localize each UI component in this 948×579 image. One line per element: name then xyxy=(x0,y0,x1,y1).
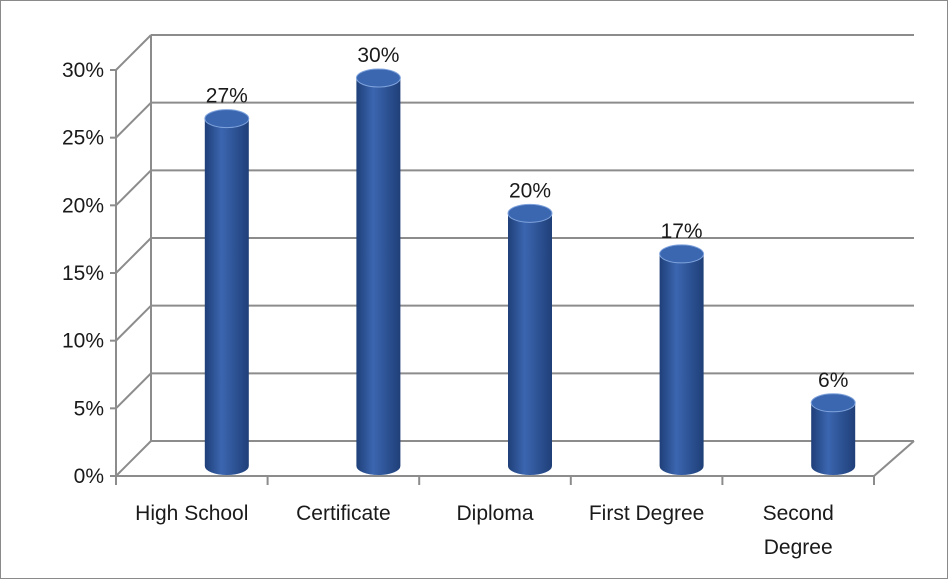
bar xyxy=(810,393,856,475)
bar-cap xyxy=(204,109,250,129)
data-label: 20% xyxy=(509,179,551,202)
gridline-side xyxy=(115,304,152,342)
y-tick-label: 5% xyxy=(74,397,104,420)
gridline-side xyxy=(115,34,152,71)
data-label: 27% xyxy=(206,85,248,108)
bar-body xyxy=(659,253,704,475)
category-label: Certificate xyxy=(296,502,391,525)
gridline-side xyxy=(115,101,152,139)
y-tick-label: 20% xyxy=(62,194,104,217)
category-label: Second xyxy=(763,502,834,525)
bars xyxy=(204,68,856,476)
floor-right-edge xyxy=(873,440,915,477)
bar xyxy=(659,244,705,475)
gridline-side xyxy=(115,237,152,274)
category-label: High School xyxy=(135,502,248,525)
data-label: 30% xyxy=(357,44,399,67)
y-tick-label: 10% xyxy=(62,330,104,353)
labels: 0% 5% 10% 15% 20% 25% 30% 27% High School 30% Cert… xyxy=(62,44,848,559)
category-label: Diploma xyxy=(456,502,533,525)
bar-body xyxy=(204,118,249,475)
bar-cap xyxy=(507,203,553,223)
bar-body xyxy=(811,402,856,475)
category-label: First Degree xyxy=(589,502,705,525)
y-tick-label: 15% xyxy=(62,262,104,285)
gridline-side xyxy=(115,440,152,477)
bar-cap xyxy=(659,244,705,264)
data-label: 17% xyxy=(661,220,703,243)
bar-cap xyxy=(810,393,856,413)
bar-body xyxy=(356,78,401,475)
gridline-side xyxy=(115,372,152,410)
bar xyxy=(204,109,250,475)
data-label: 6% xyxy=(818,369,848,392)
bar xyxy=(507,203,553,476)
y-tick-label: 0% xyxy=(74,465,104,488)
axes xyxy=(110,35,915,485)
bar xyxy=(355,68,401,475)
y-tick-label: 30% xyxy=(62,59,104,82)
bar-body xyxy=(508,213,552,476)
bar-cap xyxy=(355,68,401,88)
y-tick-label: 25% xyxy=(62,127,104,150)
category-label: Degree xyxy=(764,536,833,559)
gridline-side xyxy=(115,169,152,207)
